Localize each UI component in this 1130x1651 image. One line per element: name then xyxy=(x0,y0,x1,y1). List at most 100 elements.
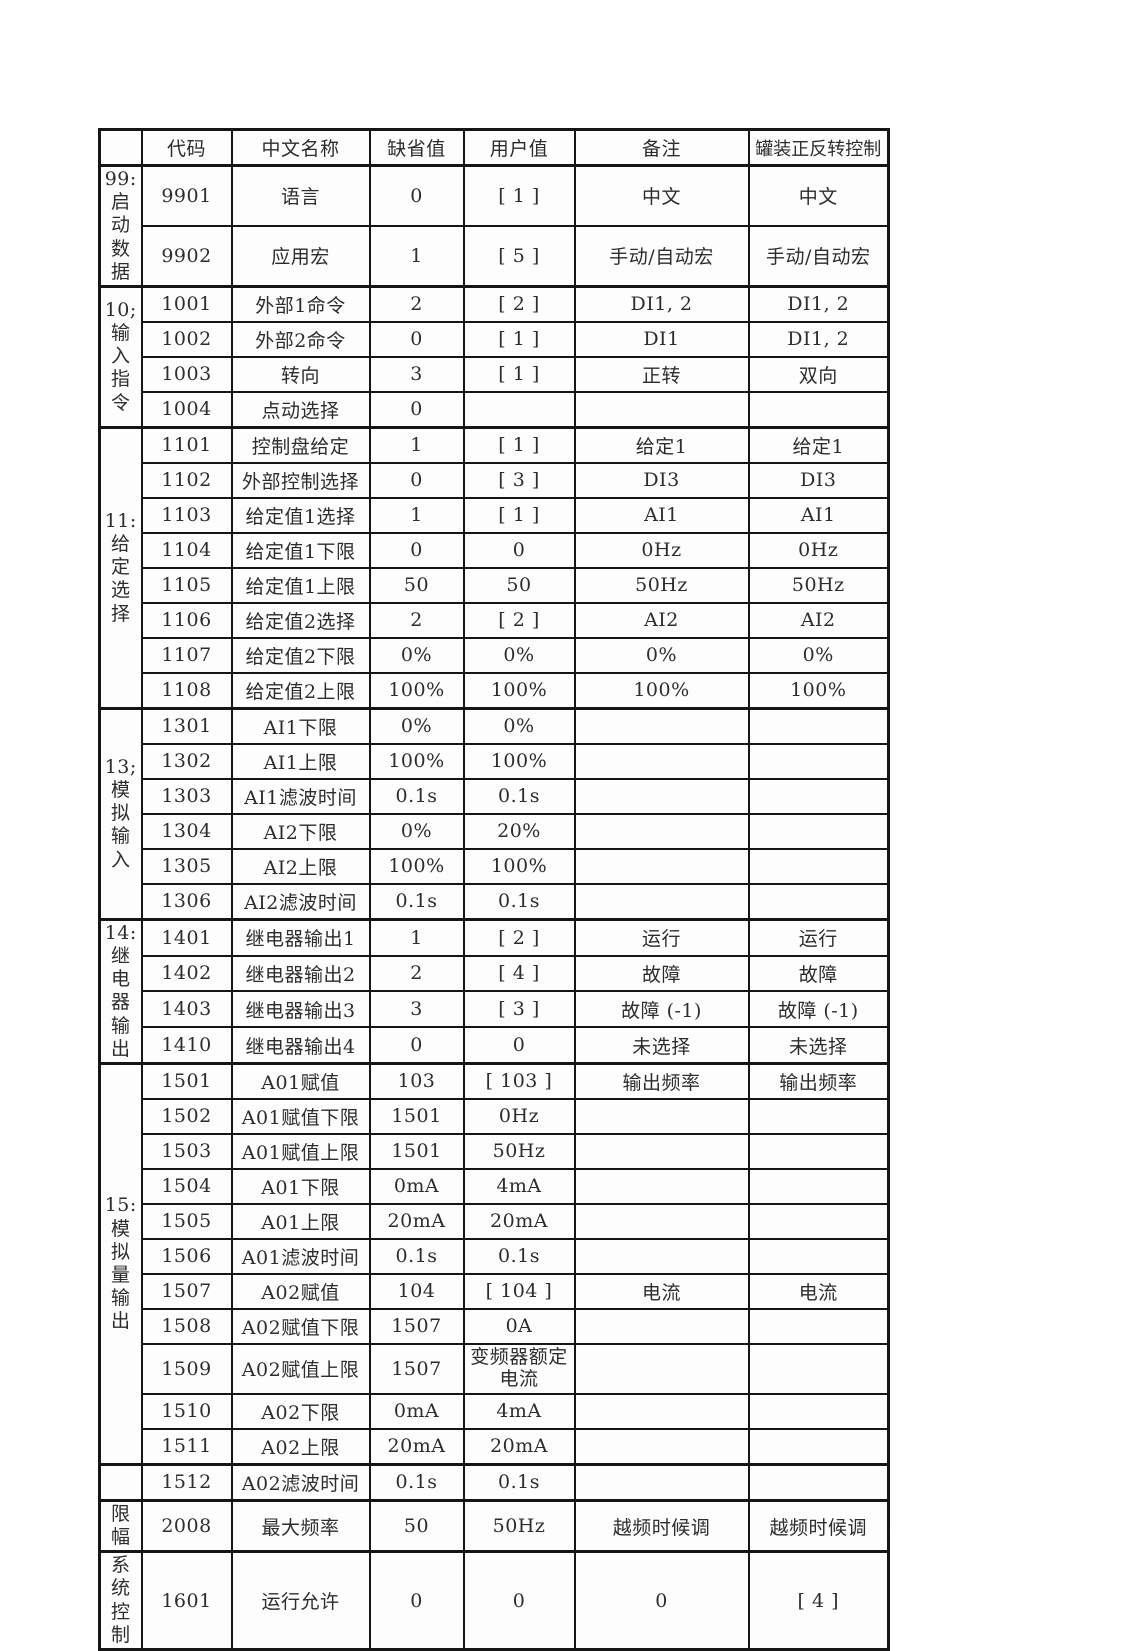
code-cell: 1103 xyxy=(140,496,233,534)
user-cell: 100% xyxy=(462,742,576,780)
default-cell: 1501 xyxy=(368,1132,465,1170)
control-cell: 50Hz xyxy=(747,566,890,604)
user-cell: 变频器额定电流 xyxy=(462,1342,576,1395)
table-row: 1002 外部2命令 0[ 1 ] DI1 DI1, 2 xyxy=(100,320,890,358)
remark-cell xyxy=(573,742,750,780)
user-cell: 0Hz xyxy=(462,1097,576,1135)
code-cell: 1306 xyxy=(140,882,233,921)
default-cell: 1 xyxy=(368,496,465,534)
remark-cell xyxy=(573,1307,750,1345)
name-cell: 应用宏 xyxy=(230,224,371,288)
control-cell: 手动/自动宏 xyxy=(747,224,890,288)
name-cell: AI2上限 xyxy=(230,847,371,885)
name-cell: A01滤波时间 xyxy=(230,1237,371,1275)
code-cell: 1305 xyxy=(140,847,233,885)
table-row: 1103 给定值1选择 1[ 1 ] AI1 AI1 xyxy=(100,496,890,534)
user-cell: 0 xyxy=(462,1550,576,1651)
default-cell: 0 xyxy=(368,1026,465,1065)
table-row: 系统 控制 1601 运行允许 0 0 0[ 4 ] xyxy=(98,1550,890,1651)
code-cell: 1101 xyxy=(140,425,233,464)
table-row: 1104 给定值1下限 0 0 0Hz 0Hz xyxy=(100,531,890,569)
control-cell: 输出频率 xyxy=(747,1061,890,1100)
default-cell: 100% xyxy=(368,742,465,780)
user-cell: 20mA xyxy=(462,1202,576,1240)
group-label-cell: 13; 模拟 输入 xyxy=(98,706,143,921)
control-cell: AI1 xyxy=(747,496,890,534)
remark-cell xyxy=(573,1237,750,1275)
user-cell: 4mA xyxy=(462,1392,576,1430)
control-cell: 给定1 xyxy=(747,425,890,464)
user-cell: 100% xyxy=(462,847,576,885)
code-cell: 1104 xyxy=(140,531,233,569)
code-cell: 1501 xyxy=(140,1061,233,1100)
user-cell: [ 2 ] xyxy=(462,917,576,957)
default-cell: 3 xyxy=(368,990,465,1029)
table-row: 1305 AI2上限 100% 100% xyxy=(100,847,890,885)
default-cell: 20mA xyxy=(368,1202,465,1240)
default-cell: 0% xyxy=(368,812,465,850)
table-row: 1303 AI1滤波时间 0.1s 0.1s xyxy=(100,777,890,815)
name-cell: A02上限 xyxy=(230,1427,371,1466)
control-cell xyxy=(747,847,890,885)
scanned-parameter-document: 代码 中文名称 缺省值 用户值 备注 罐装正反转控制 99: 启动 数据 9901 语言 0[ 1 … xyxy=(98,128,890,1651)
remark-cell xyxy=(573,1427,750,1466)
code-cell: 1301 xyxy=(140,706,233,745)
default-cell: 0 xyxy=(368,461,465,499)
name-cell: AI2滤波时间 xyxy=(230,882,371,921)
control-cell xyxy=(747,742,890,780)
name-cell: 运行允许 xyxy=(230,1550,371,1651)
column-header-0 xyxy=(98,128,143,167)
user-cell: 0.1s xyxy=(462,1462,576,1502)
code-cell: 1503 xyxy=(140,1132,233,1170)
remark-cell xyxy=(573,706,750,745)
code-cell: 1504 xyxy=(140,1167,233,1205)
name-cell: A01赋值上限 xyxy=(230,1132,371,1170)
default-cell: 2 xyxy=(368,954,465,993)
remark-cell: 100% xyxy=(573,671,750,710)
code-cell: 1510 xyxy=(140,1392,233,1430)
remark-cell: 电流 xyxy=(573,1272,750,1310)
code-cell: 1106 xyxy=(140,601,233,639)
control-cell xyxy=(747,1097,890,1135)
code-cell: 1511 xyxy=(140,1427,233,1466)
control-cell xyxy=(747,1307,890,1345)
table-row: 11: 给定 选择 1101 控制盘给定 1[ 1 ] 给定1 给定1 xyxy=(98,425,890,710)
table-row: 1503 A01赋值上限 1501 50Hz xyxy=(100,1132,890,1170)
control-cell xyxy=(747,1462,890,1502)
table-row: 1403 继电器输出3 3[ 3 ] 故障 (-1) 故障 (-1) xyxy=(100,990,890,1029)
table-row: 限幅 2008 最大频率 50 50Hz 越频时候调 越频时候调 xyxy=(98,1498,890,1553)
name-cell: A02滤波时间 xyxy=(230,1462,371,1502)
name-cell: 外部2命令 xyxy=(230,320,371,358)
parameter-table: 代码 中文名称 缺省值 用户值 备注 罐装正反转控制 99: 启动 数据 9901 语言 0[ 1 … xyxy=(98,128,890,1651)
user-cell: [ 1 ] xyxy=(462,320,576,358)
name-cell: A02赋值上限 xyxy=(230,1342,371,1395)
control-cell: DI3 xyxy=(747,461,890,499)
control-cell xyxy=(747,882,890,921)
control-cell: 0Hz xyxy=(747,531,890,569)
control-cell xyxy=(747,812,890,850)
group-label-cell: 10; 输入 指令 xyxy=(98,284,143,429)
code-cell: 1502 xyxy=(140,1097,233,1135)
user-cell: 50Hz xyxy=(462,1498,576,1553)
user-cell: [ 1 ] xyxy=(462,425,576,464)
default-cell: 20mA xyxy=(368,1427,465,1466)
user-cell: 50 xyxy=(462,566,576,604)
remark-cell: 给定1 xyxy=(573,425,750,464)
code-cell: 1508 xyxy=(140,1307,233,1345)
name-cell: A02下限 xyxy=(230,1392,371,1430)
table-row: 1105 给定值1上限 50 50 50Hz 50Hz xyxy=(100,566,890,604)
remark-cell xyxy=(573,1392,750,1430)
default-cell: 1507 xyxy=(368,1342,465,1395)
name-cell: 外部控制选择 xyxy=(230,461,371,499)
code-cell: 1108 xyxy=(140,671,233,710)
control-cell xyxy=(747,706,890,745)
table-row: 1003 转向 3[ 1 ] 正转 双向 xyxy=(100,355,890,393)
code-cell: 1509 xyxy=(140,1342,233,1395)
name-cell: 点动选择 xyxy=(230,390,371,429)
user-cell: [ 2 ] xyxy=(462,284,576,323)
default-cell: 0% xyxy=(368,636,465,674)
default-cell: 0 xyxy=(368,320,465,358)
group-label-cell xyxy=(98,1462,143,1502)
default-cell: 1507 xyxy=(368,1307,465,1345)
group-label-cell: 11: 给定 选择 xyxy=(98,425,143,710)
